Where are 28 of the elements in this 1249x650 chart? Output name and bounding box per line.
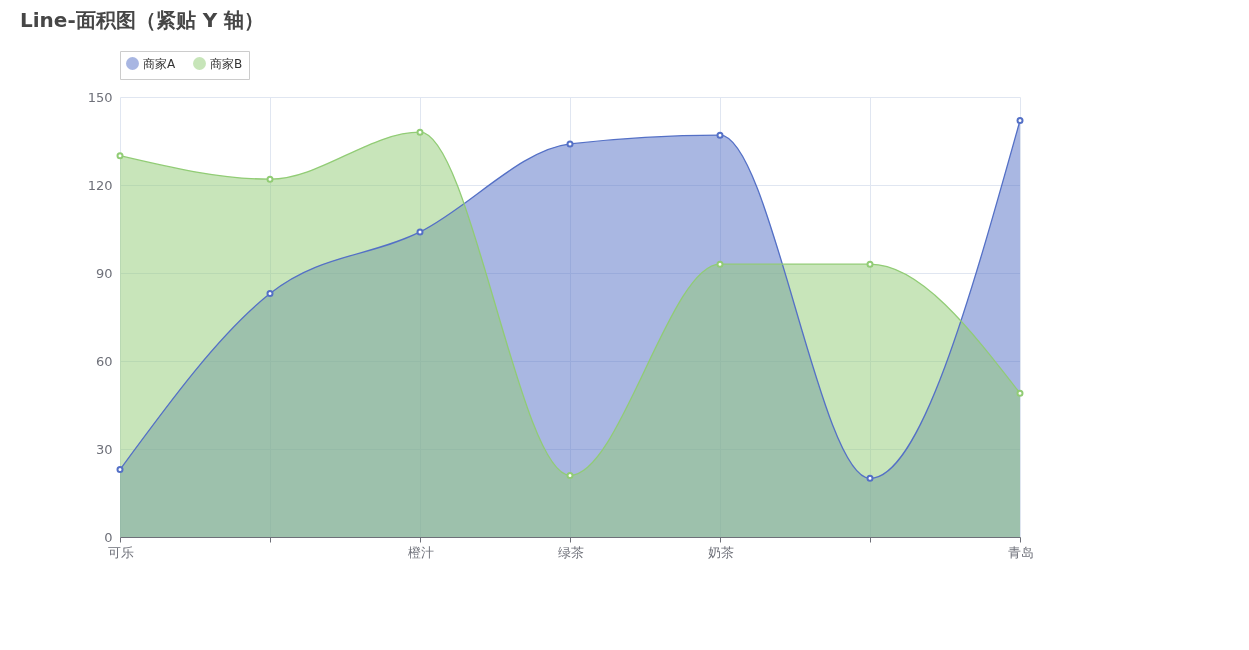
y-tick-label: 30: [95, 441, 113, 457]
y-tick-label: 150: [87, 89, 113, 105]
point: [116, 152, 124, 160]
y-tick-label: 60: [95, 353, 113, 369]
y-tick-label: 0: [104, 529, 113, 545]
x-tick-label: 绿茶: [557, 544, 584, 560]
point: [1016, 389, 1024, 397]
point: [266, 175, 274, 183]
point: [716, 260, 724, 268]
point: [566, 140, 574, 148]
legend-label: 商家B: [210, 56, 243, 71]
legend-label: 商家A: [143, 56, 176, 71]
point: [1016, 116, 1024, 124]
point: [566, 471, 574, 479]
point: [866, 260, 874, 268]
x-tick-label: 橙汁: [407, 544, 434, 560]
point: [116, 466, 124, 474]
x-tick-label: 可乐: [107, 544, 134, 560]
point: [416, 228, 424, 236]
point: [266, 290, 274, 298]
y-tick-label: 90: [95, 265, 113, 281]
point: [866, 474, 874, 482]
chart-title: Line-面积图（紧贴 Y 轴）: [20, 7, 265, 32]
y-tick-label: 120: [87, 177, 113, 193]
x-tick-label: 青岛: [1007, 544, 1034, 560]
x-tick-label: 奶茶: [707, 544, 734, 560]
point: [716, 131, 724, 139]
point: [416, 128, 424, 136]
